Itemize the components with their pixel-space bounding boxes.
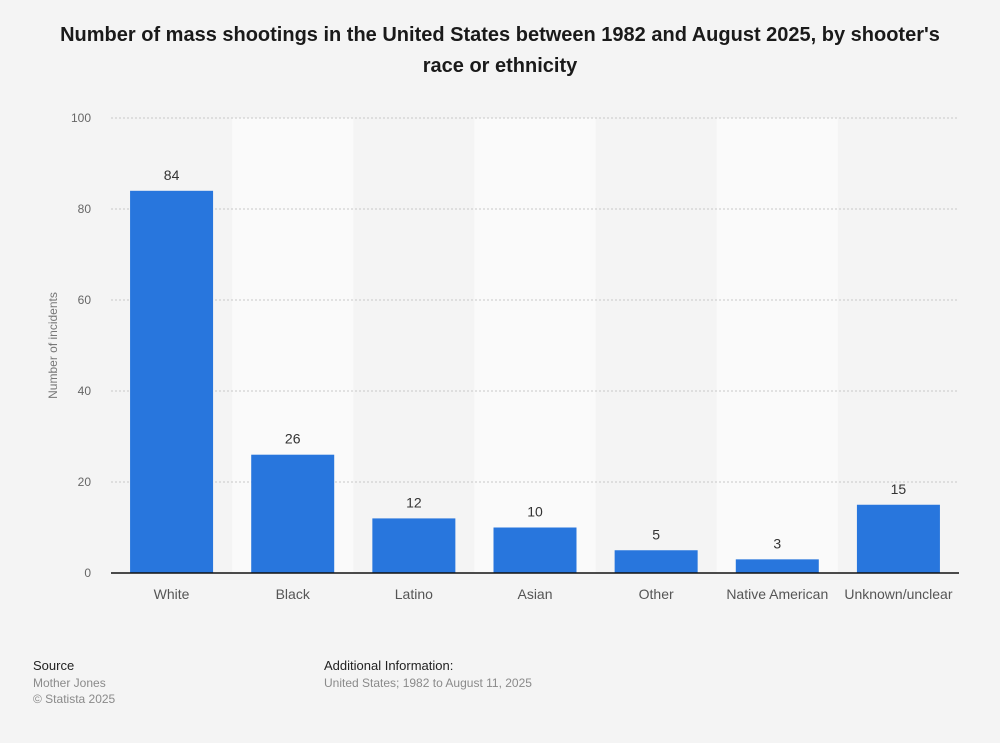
y-tick-label: 0 [84, 566, 91, 580]
x-tick-label: White [154, 586, 190, 602]
y-tick-label: 80 [78, 202, 92, 216]
bar[interactable] [856, 504, 940, 573]
category-band [474, 118, 596, 573]
data-label: 12 [406, 494, 422, 510]
data-labels: 84 26 12 10 5 3 15 [164, 167, 907, 552]
y-tick-label: 20 [78, 475, 92, 489]
bars [130, 190, 940, 574]
x-tick-label: Asian [517, 586, 552, 602]
source-name: Mother Jones [33, 676, 106, 690]
x-tick-label: Other [639, 586, 674, 602]
x-tick-label: Black [276, 586, 311, 602]
data-label: 26 [285, 431, 301, 447]
source-label: Source [33, 658, 75, 673]
bar[interactable] [614, 550, 698, 573]
category-band [716, 118, 838, 573]
bar[interactable] [372, 518, 456, 573]
bar[interactable] [251, 454, 335, 573]
data-label: 10 [527, 504, 543, 520]
x-tick-label: Latino [395, 586, 433, 602]
x-tick-label: Native American [726, 586, 828, 602]
x-tick-label: Unknown/unclear [844, 586, 953, 602]
data-label: 84 [164, 167, 180, 183]
y-tick-label: 100 [71, 111, 91, 125]
additional-info-label: Additional Information: [324, 658, 454, 673]
bar[interactable] [130, 190, 214, 574]
y-axis-label: Number of incidents [46, 292, 60, 399]
y-tick-label: 40 [78, 384, 92, 398]
x-axis-ticks: White Black Latino Asian Other Native America… [154, 586, 953, 602]
y-axis-ticks: 0 20 40 60 80 100 [71, 111, 91, 580]
data-label: 5 [652, 526, 660, 542]
copyright: © Statista 2025 [33, 692, 116, 706]
additional-info-text: United States; 1982 to August 11, 2025 [324, 676, 532, 690]
bar[interactable] [735, 559, 819, 573]
chart-title: Number of mass shootings in the United S… [60, 24, 940, 77]
bar[interactable] [493, 527, 577, 574]
data-label: 15 [891, 481, 907, 497]
y-tick-label: 60 [78, 293, 92, 307]
data-label: 3 [773, 535, 781, 551]
